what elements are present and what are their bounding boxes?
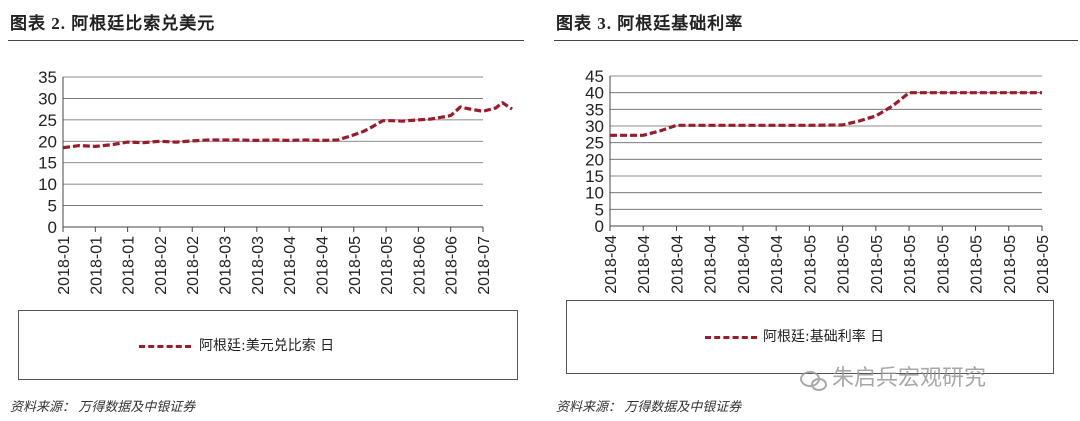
- x-tick-label: 2018-04: [736, 235, 753, 294]
- x-tick-label: 2018-05: [836, 235, 853, 294]
- y-tick-label: 0: [48, 218, 57, 237]
- source-note: 资料来源： 万得数据及中银证券: [10, 399, 196, 414]
- title-divider: [8, 40, 524, 41]
- x-tick-label: 2018-05: [935, 235, 952, 294]
- source-note: 资料来源： 万得数据及中银证券: [556, 399, 742, 414]
- title-divider: [554, 40, 1078, 41]
- x-tick-label: 2018-05: [1002, 235, 1019, 294]
- y-tick-label: 25: [585, 134, 604, 153]
- exchange-rate-chart: 0 5 10 15 20 25 30 35 2018-01 2018-01 2018-01 2018-…: [38, 68, 513, 295]
- x-tick-label: 2018-07: [476, 236, 493, 295]
- exchange-rate-panel: 图表 2. 阿根廷比索兑美元 0 5 10 15 20 25 30 35 2018-01 2018…: [0, 0, 530, 421]
- chart-legend: 阿根廷:美元兑比索 日: [18, 310, 518, 380]
- y-tick-label: 20: [585, 150, 604, 169]
- x-tick-label: 2018-05: [347, 236, 364, 295]
- x-tick-label: 2018-01: [56, 236, 73, 295]
- chart-title: 图表 3. 阿根廷基础利率: [556, 14, 744, 33]
- x-tick-label: 2018-04: [282, 236, 299, 295]
- wechat-icon: [800, 369, 827, 391]
- legend-swatch: [139, 345, 191, 348]
- y-tick-label: 0: [595, 217, 604, 236]
- y-tick-label: 20: [38, 132, 57, 151]
- watermark-text: 朱启兵宏观研究: [832, 366, 987, 391]
- y-tick-label: 40: [585, 84, 604, 103]
- y-tick-label: 5: [595, 200, 604, 219]
- y-tick-label: 30: [585, 117, 604, 136]
- legend-label: 阿根廷:基础利率 日: [763, 329, 885, 345]
- y-tick-label: 30: [38, 89, 57, 108]
- chart-title: 图表 2. 阿根廷比索兑美元: [10, 14, 216, 33]
- x-tick-label: 2018-02: [153, 236, 170, 295]
- y-tick-label: 25: [38, 111, 57, 130]
- x-tick-label: 2018-04: [636, 235, 653, 294]
- y-tick-label: 10: [38, 175, 57, 194]
- y-tick-label: 45: [585, 67, 604, 86]
- series-line: [610, 91, 1042, 137]
- chart-legend: 阿根廷:基础利率 日: [566, 300, 1054, 374]
- x-tick-label: 2018-06: [444, 236, 461, 295]
- x-tick-label: 2018-06: [411, 236, 428, 295]
- x-tick-label: 2018-05: [1035, 235, 1052, 294]
- legend-swatch: [705, 336, 757, 339]
- x-tick-label: 2018-02: [185, 236, 202, 295]
- y-tick-label: 35: [585, 100, 604, 119]
- x-tick-label: 2018-04: [703, 235, 720, 294]
- watermark: 朱启兵宏观研究: [800, 360, 986, 392]
- legend-label: 阿根廷:美元兑比索 日: [199, 338, 335, 354]
- y-tick-label: 35: [38, 68, 57, 87]
- x-tick-label: 2018-01: [121, 236, 138, 295]
- x-tick-label: 2018-05: [902, 235, 919, 294]
- base-rate-panel: 图表 3. 阿根廷基础利率 0 5 10 15 20 25 30 35 40 45 2018-04 2…: [546, 0, 1080, 421]
- x-tick-label: 2018-05: [869, 235, 886, 294]
- x-tick-label: 2018-03: [250, 236, 267, 295]
- y-tick-label: 5: [48, 197, 57, 216]
- x-tick-label: 2018-01: [88, 236, 105, 295]
- x-tick-label: 2018-04: [603, 235, 620, 294]
- y-tick-label: 15: [38, 154, 57, 173]
- x-tick-label: 2018-04: [669, 235, 686, 294]
- y-tick-label: 10: [585, 184, 604, 203]
- x-tick-label: 2018-05: [379, 236, 396, 295]
- x-tick-label: 2018-05: [802, 235, 819, 294]
- x-tick-label: 2018-05: [969, 235, 986, 294]
- y-tick-label: 15: [585, 167, 604, 186]
- x-tick-label: 2018-04: [314, 236, 331, 295]
- x-tick-label: 2018-03: [218, 236, 235, 295]
- x-tick-label: 2018-04: [769, 235, 786, 294]
